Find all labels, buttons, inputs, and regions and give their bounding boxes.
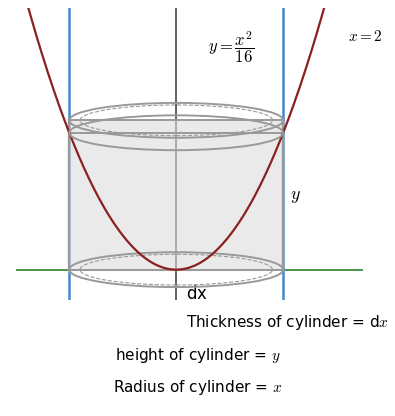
Text: $x = 2$: $x = 2$ (348, 29, 383, 44)
Text: $\mathregular{dx}$: $\mathregular{dx}$ (186, 285, 208, 302)
Polygon shape (69, 120, 283, 270)
Text: $y = \dfrac{x^2}{16}$: $y = \dfrac{x^2}{16}$ (208, 29, 255, 65)
Text: $y$: $y$ (290, 187, 301, 205)
Text: height of cylinder = $y$: height of cylinder = $y$ (115, 346, 280, 365)
Text: Thickness of cylinder = d$x$: Thickness of cylinder = d$x$ (186, 313, 389, 332)
Text: Radius of cylinder = $x$: Radius of cylinder = $x$ (113, 378, 282, 397)
